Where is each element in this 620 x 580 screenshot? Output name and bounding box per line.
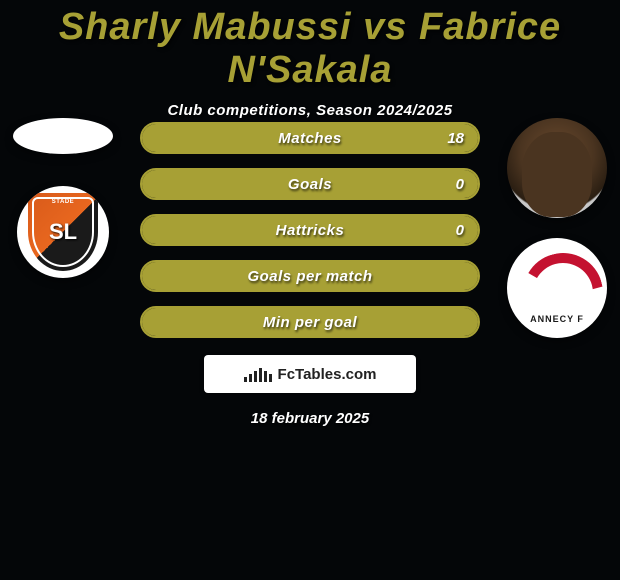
brand-bars-icon — [244, 366, 272, 382]
swoosh-icon — [523, 263, 591, 313]
stat-row: Matches 18 — [140, 122, 480, 154]
club-left-code: SL — [49, 219, 77, 245]
player-left-avatar — [13, 118, 113, 154]
face-icon — [522, 132, 592, 217]
stats-container: Matches 18 Goals 0 Hattricks 0 Goals per match… — [140, 122, 480, 338]
player-right-avatar — [507, 118, 607, 218]
club-right-name: ANNECY F — [507, 314, 607, 324]
stat-label: Goals — [288, 176, 332, 193]
left-column: STADE SL — [8, 118, 118, 298]
club-shield-icon: STADE SL — [28, 193, 98, 271]
stat-label: Hattricks — [276, 222, 345, 239]
stat-value-right: 18 — [447, 130, 464, 147]
stat-value-right: 0 — [456, 222, 464, 239]
stat-row: Hattricks 0 — [140, 214, 480, 246]
stat-label: Goals per match — [247, 268, 372, 285]
stat-label: Matches — [278, 130, 342, 147]
subtitle: Club competitions, Season 2024/2025 — [0, 102, 620, 119]
title-vs: vs — [352, 6, 419, 48]
stat-label: Min per goal — [263, 314, 357, 331]
brand-text: FcTables.com — [278, 366, 377, 383]
club-left-badge: STADE SL — [17, 186, 109, 278]
stat-value-right: 0 — [456, 176, 464, 193]
footer-date: 18 february 2025 — [0, 410, 620, 427]
club-left-top-text: STADE — [28, 199, 98, 205]
stat-row: Goals per match — [140, 260, 480, 292]
club-right-badge: ANNECY F — [507, 238, 607, 338]
stat-row: Min per goal — [140, 306, 480, 338]
title-player-left: Sharly Mabussi — [59, 6, 352, 48]
comparison-title: Sharly Mabussi vs Fabrice N'Sakala — [0, 0, 620, 92]
right-column: ANNECY F — [502, 118, 612, 358]
brand-badge: FcTables.com — [204, 355, 416, 393]
stat-row: Goals 0 — [140, 168, 480, 200]
